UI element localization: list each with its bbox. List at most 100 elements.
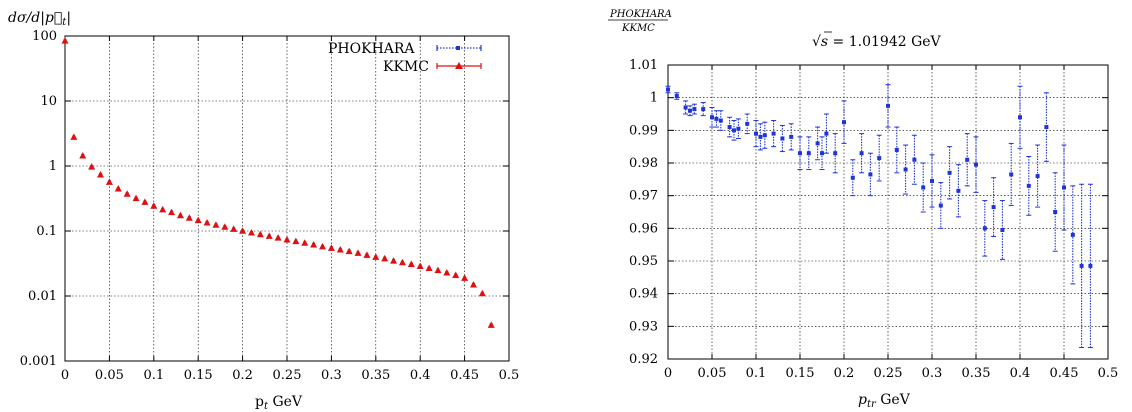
kkmc-point [416,262,424,269]
kkmc-point [97,170,105,178]
ratio-point [1088,263,1093,268]
ratio-point [824,131,829,136]
right-marks [665,84,1093,349]
kkmc-point [141,198,149,205]
legend-sample-kkmc [436,62,482,69]
kkmc-point [274,234,282,241]
ratio-point [762,133,767,138]
ratio-point [947,170,952,175]
kkmc-point [336,245,344,253]
kkmc-point [390,257,398,264]
kkmc-point [434,266,442,274]
kkmc-point [230,225,238,232]
right-grid [668,65,1108,359]
right-y-tick-label: 0.98 [629,156,658,171]
ratio-point [732,128,736,133]
kkmc-point [132,194,140,202]
kkmc-point [319,242,327,250]
kkmc-point [469,281,477,288]
ratio-point [714,116,719,121]
right-chart: 0 0.05 0.1 0.15 0.2 0.25 0.3 0.35 0.4 0.45 0.5 0.92… [608,9,1118,410]
kkmc-point [407,260,415,268]
kkmc-point [247,228,255,236]
ratio-point [991,205,996,210]
ratio-point [710,115,714,120]
right-ticks: 0 0.05 0.1 0.15 0.2 0.25 0.3 0.35 0.4 0.45 0.5 0.92… [629,58,1118,381]
kkmc-point [159,205,167,213]
right-chart-title: √s = 1.01942 GeV [812,34,942,50]
left-x-tick-label: 0.1 [143,368,164,383]
ratio-point [727,125,732,130]
right-x-tick-label: 0.2 [834,366,855,381]
right-y-tick-label: 0.96 [629,221,658,236]
legend-label-kkmc: KKMC [383,59,429,75]
kkmc-point [176,211,184,219]
right-x-tick-label: 0.15 [786,366,815,381]
kkmc-point [150,202,158,209]
ratio-point [780,136,785,141]
kkmc-point [398,258,406,266]
ratio-point [820,151,824,156]
left-x-tick-label: 0.05 [95,368,124,383]
kkmc-point [487,321,495,328]
kkmc-point [123,190,131,197]
left-x-tick-label: 0.25 [273,368,302,383]
ratio-point [912,157,917,162]
kkmc-point [212,221,220,228]
ratio-point [903,167,908,172]
ratio-point [758,134,763,139]
ratio-point [1000,227,1005,232]
svg-text:KKMC: KKMC [621,23,655,34]
kkmc-point [265,232,273,239]
left-marks [61,37,495,328]
ratio-point [868,172,873,177]
left-x-tick-label: 0.4 [410,368,431,383]
left-x-tick-label: 0.5 [499,368,520,383]
kkmc-point [239,227,247,234]
ratio-point [859,151,864,156]
kkmc-point [478,289,486,297]
ratio-point [798,151,802,156]
kkmc-point [221,223,229,230]
legend-sample-phokhara [436,45,482,51]
left-chart: 0 0.05 0.1 0.15 0.2 0.25 0.3 0.35 0.4 0.45 0.5 0.00… [8,10,519,412]
right-y-tick-label: 0.97 [629,189,658,204]
left-x-tick-label: 0.3 [321,368,342,383]
left-ticks: 0 0.05 0.1 0.15 0.2 0.25 0.3 0.35 0.4 0.45 0.5 0.00… [20,29,520,383]
right-x-tick-label: 0.45 [1050,366,1079,381]
left-x-tick-label: 0.35 [361,368,390,383]
kkmc-point [452,271,460,279]
ratio-point [1044,125,1049,130]
kkmc-point [301,239,309,246]
kkmc-point [283,235,291,243]
kkmc-point [363,251,371,258]
ratio-point [850,175,855,180]
right-y-axis-label: PHOKHARA KKMC [608,9,672,34]
ratio-point [1079,263,1084,268]
right-x-tick-label: 0.4 [1010,366,1031,381]
ratio-point [754,131,758,136]
ratio-point [921,185,926,190]
left-y-tick-label: 0.1 [36,224,57,239]
kkmc-point [203,219,211,226]
kkmc-point [168,208,176,216]
left-y-tick-label: 0.01 [28,289,57,304]
kkmc-point [105,178,113,185]
kkmc-point [425,264,433,271]
ratio-point [956,188,961,193]
kkmc-point [310,240,318,248]
kkmc-point [372,253,380,260]
ratio-point [833,151,838,156]
ratio-point [674,94,679,99]
ratio-point [930,178,934,183]
right-x-tick-label: 0.1 [746,366,767,381]
ratio-point [1018,115,1022,120]
ratio-point [701,107,706,112]
ratio-point [688,108,692,113]
kkmc-point [194,216,202,224]
right-y-tick-label: 0.99 [629,123,658,138]
kkmc-point [292,237,300,245]
ratio-point [683,105,688,110]
ratio-point [938,203,943,208]
